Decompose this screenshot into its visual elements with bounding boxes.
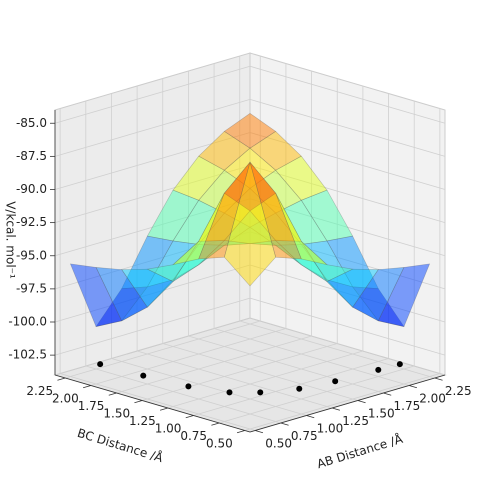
grid-line (249, 98, 446, 157)
grid-line (162, 343, 358, 401)
grid-line (193, 358, 389, 416)
surface-patch (275, 155, 328, 201)
x-tick-label: 0.75 (291, 429, 318, 443)
y-tick-label: 0.75 (180, 429, 207, 443)
grid-line (249, 65, 446, 124)
x-tick-label: 1.25 (342, 414, 369, 428)
trajectory-point (332, 378, 339, 385)
tick-mark (306, 415, 315, 419)
y-tick-label: 1.25 (129, 414, 156, 428)
grid-line (54, 297, 251, 356)
x-tick-label: 2.00 (419, 392, 446, 406)
trajectory-point (226, 389, 233, 396)
trajectory-point (296, 385, 303, 392)
grid-line (54, 98, 251, 157)
tick-mark (108, 392, 117, 396)
tick-mark (434, 377, 443, 381)
x-axis-label: AB Distance /Å (315, 431, 405, 472)
grid-line (90, 328, 287, 386)
grid-line (116, 335, 312, 394)
x-tick-label: 1.00 (317, 422, 344, 436)
axis-line (249, 374, 446, 433)
x-tick-label: 2.25 (445, 384, 472, 398)
grid-line (213, 328, 410, 386)
surface-patch (326, 268, 379, 308)
surface-patch (224, 161, 276, 287)
tick-mark (236, 430, 245, 434)
tick-mark (331, 407, 341, 411)
surface-patch (249, 162, 302, 260)
grid-line (54, 65, 251, 124)
trajectory-point (97, 361, 104, 368)
surface-patch (275, 193, 329, 266)
z-tick-label: -92.5 (16, 215, 47, 229)
tick-mark (357, 400, 366, 404)
x-tick-label: 1.50 (368, 407, 395, 421)
grid-line (219, 365, 415, 424)
y-tick-label: 1.00 (155, 422, 182, 436)
trajectory-point (375, 366, 382, 373)
tick-mark (280, 422, 289, 426)
surface-patch (300, 189, 354, 242)
z-tick-label: -97.5 (16, 281, 47, 295)
surface-patch (377, 263, 431, 327)
trajectory-point (396, 361, 403, 368)
grid-line (111, 358, 307, 416)
z-tick-label: -102.5 (8, 348, 47, 362)
trajectory-point (257, 389, 264, 396)
grid-line (136, 350, 333, 409)
trajectory-point (140, 372, 147, 379)
grid-line (244, 373, 440, 431)
z-axis-label: V/kcal. mol⁻¹ (4, 201, 18, 279)
tick-mark (159, 407, 169, 411)
tick-mark (255, 430, 264, 434)
grid-line (85, 365, 281, 424)
grid-line (142, 343, 338, 401)
z-tick-label: -95.0 (16, 248, 47, 262)
y-tick-label: 0.50 (206, 437, 233, 451)
tick-mark (211, 422, 220, 426)
tick-mark (185, 415, 194, 419)
z-tick-label: -100.0 (8, 315, 47, 329)
tick-mark (383, 392, 392, 396)
trajectory-point (185, 383, 192, 390)
grid-line (65, 320, 261, 379)
tick-mark (408, 385, 417, 389)
y-tick-label: 2.00 (52, 392, 79, 406)
tick-mark (83, 385, 92, 389)
z-tick-label: -85.0 (16, 116, 47, 130)
y-axis-label: BC Distance /Å (76, 425, 166, 466)
grid-line (60, 373, 256, 431)
grid-line (239, 320, 435, 379)
axis-line (54, 374, 251, 433)
grid-line (188, 335, 384, 394)
tick-mark (57, 377, 66, 381)
x-tick-label: 1.75 (394, 399, 421, 413)
y-tick-label: 1.75 (78, 399, 105, 413)
y-tick-label: 1.50 (103, 407, 130, 421)
tick-mark (134, 400, 143, 404)
surface-patch (301, 241, 354, 282)
grid-line (249, 297, 446, 356)
surface-patch (249, 131, 302, 171)
z-tick-label: -90.0 (16, 182, 47, 196)
y-tick-label: 2.25 (26, 384, 53, 398)
x-tick-label: 0.50 (265, 437, 292, 451)
z-tick-label: -87.5 (16, 149, 47, 163)
surface-patch (223, 112, 277, 149)
grid-line (167, 350, 364, 409)
